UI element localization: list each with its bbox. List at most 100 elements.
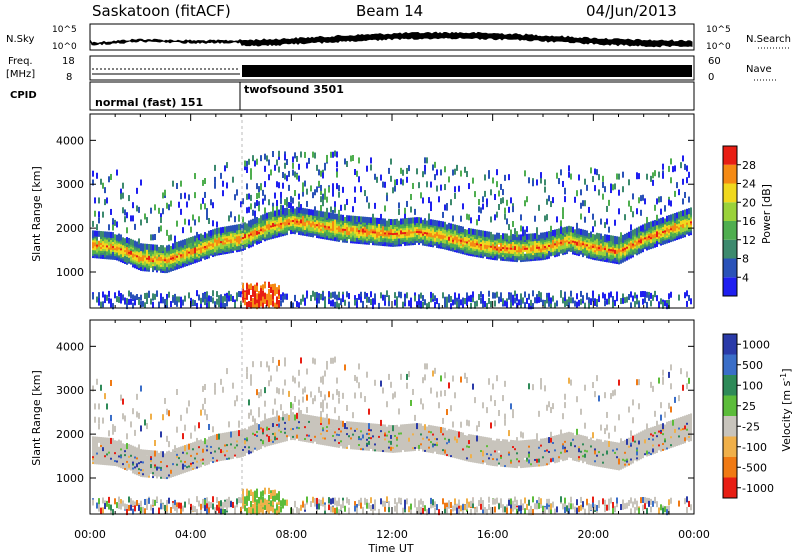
velocity-cell (132, 508, 134, 515)
power-cell (232, 176, 234, 183)
power-cell (534, 241, 536, 248)
power-cell (242, 242, 244, 249)
power-cell (228, 241, 230, 248)
power-cell (470, 240, 472, 247)
power-cell (258, 205, 260, 212)
power-cell (148, 244, 150, 251)
power-cell (582, 295, 584, 302)
power-cell (92, 293, 94, 300)
power-cell (664, 222, 666, 229)
velocity-cell (162, 503, 164, 510)
power-cell (480, 291, 482, 298)
power-cell (296, 206, 298, 213)
power-cell (444, 301, 446, 308)
power-cell (470, 294, 472, 301)
power-cell (364, 216, 366, 223)
power-cell (266, 218, 268, 225)
power-cell (300, 204, 302, 211)
power-cell (638, 173, 640, 180)
velocity-cell (126, 504, 128, 511)
power-cell (146, 249, 148, 256)
power-cell (478, 294, 480, 301)
power-cell (632, 233, 634, 240)
power-cell (208, 230, 210, 237)
power-cell (540, 292, 542, 299)
power-cell (398, 238, 400, 245)
power-cell (658, 218, 660, 225)
power-cell (370, 157, 372, 164)
power-cell (294, 190, 296, 197)
power-cell (440, 184, 442, 191)
power-cell (670, 291, 672, 298)
power-cell (382, 218, 384, 225)
power-cell (226, 226, 228, 233)
power-cell (372, 303, 374, 310)
power-cell (524, 253, 526, 260)
power-cell (498, 297, 500, 304)
power-cell (644, 223, 646, 230)
power-cell (112, 224, 114, 231)
power-cell (554, 249, 556, 256)
power-cell (344, 204, 346, 211)
power-cell (304, 208, 306, 215)
power-cell (124, 255, 126, 262)
power-cell (242, 282, 244, 289)
power-cell (212, 297, 214, 304)
power-cell (494, 254, 496, 261)
power-cell (166, 265, 168, 272)
power-cell (246, 166, 248, 173)
power-cell (384, 294, 386, 301)
power-cell (558, 178, 560, 185)
power-cell (486, 198, 488, 205)
power-cell (244, 160, 246, 167)
power-cell (256, 183, 258, 190)
power-cell (246, 303, 248, 310)
power-cell (520, 293, 522, 300)
power-cell (338, 209, 340, 216)
power-cell (626, 296, 628, 303)
velocity-cell (98, 423, 100, 430)
power-cell (600, 233, 602, 240)
power-cell (166, 299, 168, 306)
power-cell (230, 231, 232, 238)
power-cell (492, 234, 494, 241)
power-cell (680, 214, 682, 221)
power-cell (360, 296, 362, 303)
power-cell (316, 301, 318, 308)
power-cell (432, 164, 434, 171)
power-cell (534, 215, 536, 222)
power-cell (508, 174, 510, 181)
power-cell (584, 245, 586, 252)
power-cell (178, 296, 180, 303)
power-cell (110, 208, 112, 215)
velocity-cell (132, 445, 134, 452)
power-cell (270, 169, 272, 176)
power-cell (586, 230, 588, 237)
power-cell (682, 210, 684, 217)
power-cell (256, 303, 258, 310)
power-cell (158, 301, 160, 308)
power-cell (302, 190, 304, 197)
power-cell (404, 300, 406, 307)
power-cell (606, 242, 608, 249)
power-cell (468, 295, 470, 302)
power-cell (380, 213, 382, 220)
velocity-cell (138, 504, 140, 511)
power-cell (98, 211, 100, 218)
power-cell (354, 196, 356, 203)
power-cell (384, 240, 386, 247)
power-cell (170, 301, 172, 308)
power-cell (348, 215, 350, 222)
velocity-cell (148, 497, 150, 504)
power-cell (468, 232, 470, 239)
power-cell (372, 231, 374, 238)
power-cell (344, 158, 346, 165)
power-cell (254, 284, 256, 291)
power-cell (154, 244, 156, 251)
power-cell (438, 196, 440, 203)
power-cell (468, 228, 470, 235)
power-cell (516, 293, 518, 300)
power-cell (658, 196, 660, 203)
power-cell (228, 215, 230, 222)
power-cell (640, 225, 642, 232)
